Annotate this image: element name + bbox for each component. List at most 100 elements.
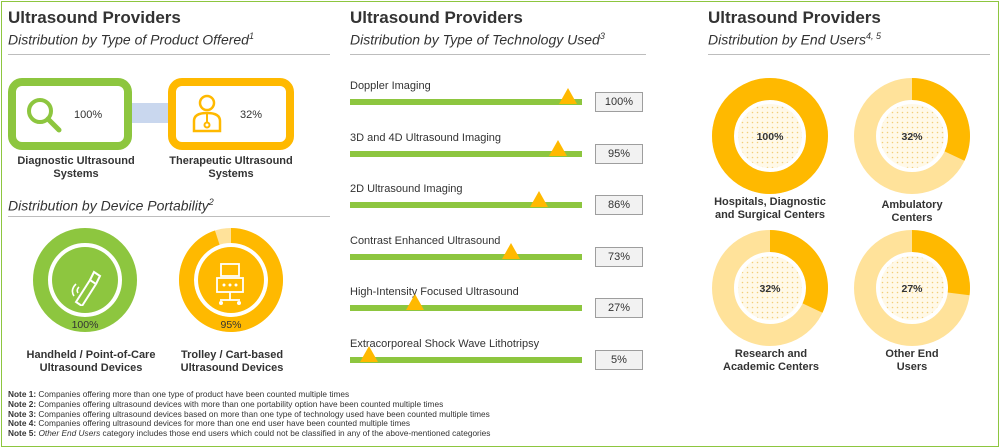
section3-rule xyxy=(350,54,646,55)
tech-track-0 xyxy=(350,99,582,105)
doctor-icon xyxy=(192,94,222,133)
therapeutic-label-line2: Systems xyxy=(208,168,254,180)
tech-marker-3 xyxy=(502,242,521,259)
note-4: Note 4: Companies offering ultrasound de… xyxy=(8,418,411,429)
section2-ref: 2 xyxy=(208,197,214,207)
research-label-line1: Research and xyxy=(734,348,808,360)
ambulatory-label-line1: Ambulatory xyxy=(881,199,943,211)
handheld-donut-inner xyxy=(52,247,118,313)
section4-title: Ultrasound Providers xyxy=(708,8,881,27)
product-connector xyxy=(120,103,182,123)
research-donut-value: 32% xyxy=(759,283,781,295)
hospitals-donut-value: 100% xyxy=(757,131,785,143)
enduser-donuts: 100% 32% 32% 27% xyxy=(712,78,970,346)
ambulatory-label-line2: Centers xyxy=(891,212,933,224)
section2-rule xyxy=(8,216,330,217)
diagnostic-label-line1: Diagnostic Ultrasound xyxy=(17,155,135,167)
section1-title: Ultrasound Providers xyxy=(8,8,181,27)
therapeutic-label-line1: Therapeutic Ultrasound xyxy=(169,155,293,167)
tech-marker-2 xyxy=(529,191,548,207)
section4-subtitle-text: Distribution by End Users xyxy=(708,31,866,48)
tech-value-5: 5% xyxy=(595,349,643,370)
tech-marker-4 xyxy=(405,294,424,310)
tech-marker-1 xyxy=(548,139,567,156)
ambulatory-donut-value: 32% xyxy=(901,131,923,143)
section2-subtitle-text: Distribution by Device Portability xyxy=(8,197,209,214)
section3-subtitle: Distribution by Type of Technology Used3 xyxy=(350,31,605,48)
tech-track-5 xyxy=(350,356,582,363)
footnotes: Note 1: Companies offering more than one… xyxy=(8,389,491,439)
ambulatory-donut-inner xyxy=(880,104,944,168)
diagnostic-label-line2: Systems xyxy=(53,168,99,180)
research-label: Research and Academic Centers xyxy=(706,348,836,374)
section1-subtitle-text: Distribution by Type of Product Offered xyxy=(8,31,249,48)
diagnostic-product-box xyxy=(8,78,132,150)
hospitals-donut-inner xyxy=(738,104,802,168)
section3-subtitle-text: Distribution by Type of Technology Used xyxy=(350,31,600,48)
handheld-label-line1: Handheld / Point-of-Care xyxy=(26,349,156,361)
tech-track-4 xyxy=(350,305,582,311)
tech-label-1: 3D and 4D Ultrasound Imaging xyxy=(350,131,502,144)
therapeutic-value: 32% xyxy=(240,109,263,121)
tech-label-0: Doppler Imaging xyxy=(350,80,431,92)
tech-track-1 xyxy=(350,150,582,157)
portability-donuts: 100% 95% xyxy=(33,228,284,332)
tech-label-4: High-Intensity Focused Ultrasound xyxy=(350,286,519,298)
trolley-label-line2: Ultrasound Devices xyxy=(180,362,284,374)
other-users-label-line2: Users xyxy=(896,361,928,373)
trolley-donut-value: 95% xyxy=(220,319,241,331)
handheld-donut-arc xyxy=(33,228,137,332)
handheld-label: Handheld / Point-of-Care Ultrasound Devi… xyxy=(20,349,162,375)
section1-subtitle: Distribution by Type of Product Offered1 xyxy=(8,31,254,48)
diagnostic-value: 100% xyxy=(74,109,103,121)
magnifier-icon xyxy=(27,98,62,133)
tech-value-1: 95% xyxy=(595,143,643,164)
hospitals-label-line1: Hospitals, Diagnostic xyxy=(714,196,826,208)
note-1: Note 1: Companies offering more than one… xyxy=(8,389,350,399)
tech-label-5: Extracorporeal Shock Wave Lithotripsy xyxy=(350,337,540,350)
other-users-donut-inner xyxy=(880,256,944,320)
tech-track-3 xyxy=(350,253,582,260)
section2-subtitle: Distribution by Device Portability2 xyxy=(8,197,214,214)
hospitals-donut: 100% xyxy=(712,78,828,194)
tech-label-3: Contrast Enhanced Ultrasound xyxy=(350,234,501,247)
note-2: Note 2: Companies offering ultrasound de… xyxy=(8,398,444,409)
trolley-donut: 95% xyxy=(179,228,284,332)
other-users-label-line1: Other End xyxy=(885,348,939,360)
section4-rule xyxy=(708,54,990,55)
note-5: Note 5: Other End Users category include… xyxy=(8,428,491,439)
section3-ref: 3 xyxy=(599,31,605,41)
therapeutic-label: Therapeutic Ultrasound Systems xyxy=(160,155,302,181)
research-donut-inner xyxy=(738,256,802,320)
hospitals-label: Hospitals, Diagnostic and Surgical Cente… xyxy=(700,196,840,222)
section4-ref: 4, 5 xyxy=(865,31,881,41)
tech-marker-5 xyxy=(359,345,378,362)
other-users-donut: 27% xyxy=(854,230,970,346)
tech-marker-0 xyxy=(559,88,577,104)
tech-value-0: 100% xyxy=(595,92,643,112)
research-donut-arc xyxy=(770,230,828,313)
handheld-donut: 100% xyxy=(33,228,137,332)
hospitals-donut-arc xyxy=(712,78,828,194)
ultrasound-cart-icon xyxy=(216,263,244,305)
hospitals-label-line2: and Surgical Centers xyxy=(714,209,826,221)
ambulatory-label: Ambulatory Centers xyxy=(852,199,972,225)
section1-ref: 1 xyxy=(248,31,254,41)
tech-value-4: 27% xyxy=(595,298,643,318)
section3-title: Ultrasound Providers xyxy=(350,8,523,27)
ambulatory-donut: 32% xyxy=(854,78,970,194)
other-users-label: Other End Users xyxy=(852,348,972,374)
other-users-donut-value: 27% xyxy=(901,283,923,295)
ambulatory-donut-arc xyxy=(912,78,970,161)
tech-track-2 xyxy=(350,202,582,208)
trolley-label: Trolley / Cart-based Ultrasound Devices xyxy=(162,349,302,375)
trolley-label-line1: Trolley / Cart-based xyxy=(180,349,284,361)
handheld-donut-value: 100% xyxy=(72,319,99,331)
research-donut: 32% xyxy=(712,230,828,346)
other-users-donut-arc xyxy=(912,230,970,296)
research-label-line2: Academic Centers xyxy=(723,361,819,373)
section4-subtitle: Distribution by End Users4, 5 xyxy=(708,31,881,48)
therapeutic-product-box xyxy=(168,78,294,150)
